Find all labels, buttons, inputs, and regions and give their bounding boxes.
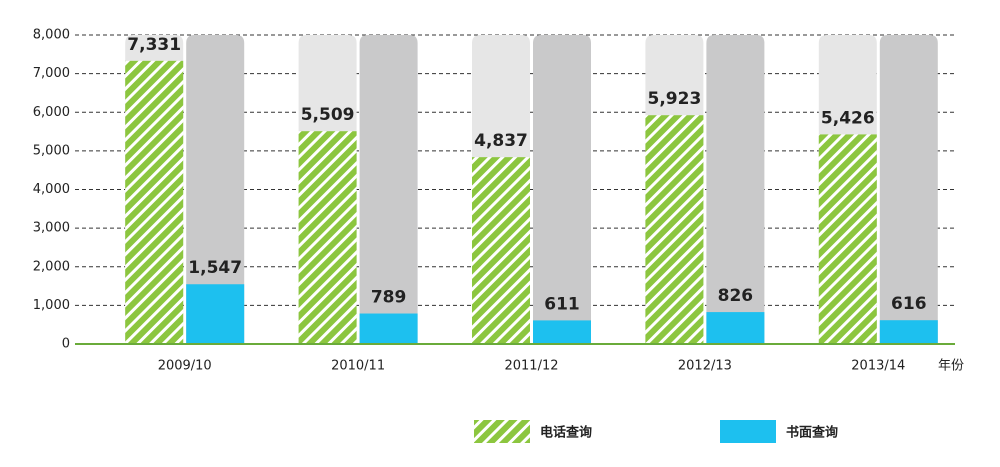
x-tick-label: 2012/13	[678, 359, 732, 374]
bar	[818, 134, 877, 344]
y-tick-label: 1,000	[33, 298, 70, 313]
y-tick-label: 6,000	[33, 105, 70, 120]
value-label: 789	[371, 288, 407, 308]
y-tick-label: 8,000	[33, 28, 70, 43]
y-tick-label: 2,000	[33, 259, 70, 274]
value-label: 616	[891, 294, 927, 314]
bar	[706, 312, 765, 344]
y-tick-label: 7,000	[33, 66, 70, 81]
legend-label: 书面查询	[786, 425, 838, 441]
bar	[359, 313, 418, 344]
x-tick-label: 2009/10	[158, 359, 212, 374]
bar	[879, 320, 938, 344]
legend-swatch	[474, 420, 530, 443]
x-tick-label: 2010/11	[331, 359, 385, 374]
y-tick-label: 3,000	[33, 221, 70, 236]
bar-background	[706, 35, 765, 344]
x-tick-label: 2013/14	[851, 359, 905, 374]
value-label: 5,923	[648, 89, 702, 109]
y-tick-label: 0	[62, 337, 70, 352]
value-label: 1,547	[188, 258, 242, 278]
x-tick-label: 2011/12	[504, 359, 558, 374]
bar	[298, 131, 357, 344]
value-label: 7,331	[127, 35, 181, 55]
legend-swatch	[720, 420, 776, 443]
x-axis-label: 年份	[938, 359, 964, 374]
bar	[125, 60, 184, 345]
value-label: 5,509	[301, 105, 355, 125]
bar	[645, 115, 704, 344]
value-label: 826	[718, 286, 754, 306]
legend-label: 电话查询	[540, 425, 592, 441]
bar	[533, 320, 591, 344]
bar-background	[186, 35, 245, 344]
value-label: 5,426	[821, 108, 875, 128]
bar-background	[359, 35, 418, 344]
y-tick-label: 5,000	[33, 143, 70, 158]
bar-background	[879, 35, 938, 344]
value-label: 4,837	[474, 131, 528, 151]
y-tick-label: 4,000	[33, 182, 70, 197]
bar	[472, 157, 530, 344]
value-label: 611	[544, 294, 580, 314]
bar-background	[533, 35, 591, 344]
bar	[186, 284, 245, 344]
